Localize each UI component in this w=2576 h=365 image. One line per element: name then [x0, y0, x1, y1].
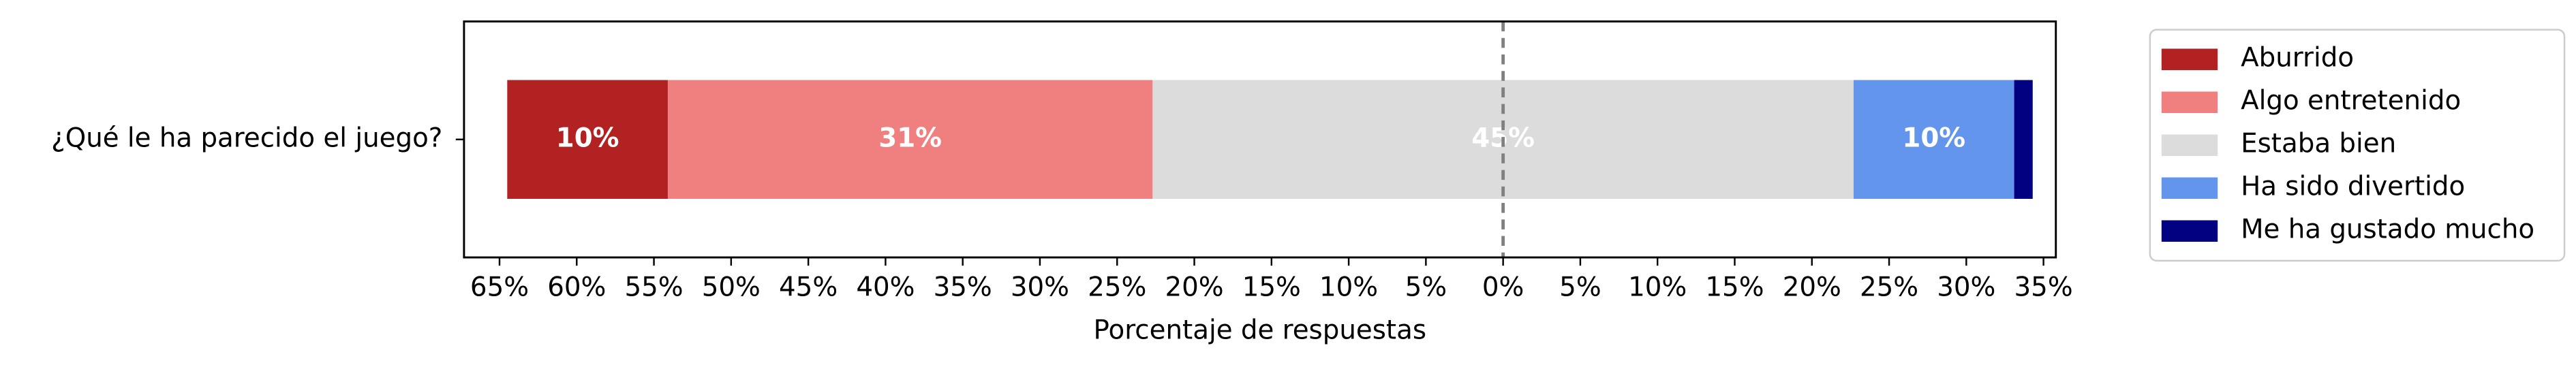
bar-segment: [1853, 80, 2014, 199]
x-tick-label: 20%: [1165, 272, 1223, 303]
x-tick-label: 5%: [1405, 272, 1447, 303]
value-label: 31%: [878, 123, 942, 153]
value-label: 10%: [556, 123, 619, 153]
y-tick-label: ¿Qué le ha parecido el juego?: [51, 123, 442, 153]
bar-segment: [2014, 80, 2033, 199]
x-tick-label: 20%: [1783, 272, 1841, 303]
legend-label: Algo entretenido: [2241, 86, 2461, 116]
x-tick-label: 45%: [779, 272, 838, 303]
bar-segment: [507, 80, 668, 199]
legend-swatch: [2161, 177, 2218, 199]
x-tick-label: 25%: [1860, 272, 1918, 303]
legend-swatch: [2161, 48, 2218, 70]
x-tick-label: 35%: [2014, 272, 2073, 303]
x-tick-label: 25%: [1088, 272, 1146, 303]
x-tick-label: 10%: [1319, 272, 1378, 303]
legend-label: Me ha gustado mucho: [2241, 215, 2534, 245]
x-tick-label: 30%: [1011, 272, 1069, 303]
bar-segment: [667, 80, 1153, 199]
legend-swatch: [2161, 91, 2218, 113]
x-tick-label: 15%: [1242, 272, 1301, 303]
legend-label: Ha sido divertido: [2241, 172, 2465, 202]
x-tick-label: 55%: [624, 272, 683, 303]
x-tick-label: 10%: [1628, 272, 1687, 303]
x-tick-label: 0%: [1482, 272, 1524, 303]
x-tick-label: 60%: [547, 272, 606, 303]
legend-label: Aburrido: [2241, 43, 2354, 74]
x-tick-label: 65%: [470, 272, 529, 303]
value-label: 10%: [1902, 123, 1965, 153]
legend-swatch: [2161, 220, 2218, 242]
x-tick-label: 30%: [1937, 272, 1995, 303]
x-tick-label: 40%: [856, 272, 915, 303]
x-axis-label: Porcentaje de respuestas: [1094, 315, 1427, 346]
legend-swatch: [2161, 134, 2218, 156]
legend-label: Estaba bien: [2241, 129, 2396, 159]
legend-frame: [2149, 29, 2566, 262]
x-tick-label: 50%: [702, 272, 761, 303]
x-tick-label: 15%: [1705, 272, 1764, 303]
x-tick-label: 35%: [934, 272, 992, 303]
plot-frame: [463, 20, 2057, 259]
x-tick-label: 5%: [1559, 272, 1601, 303]
